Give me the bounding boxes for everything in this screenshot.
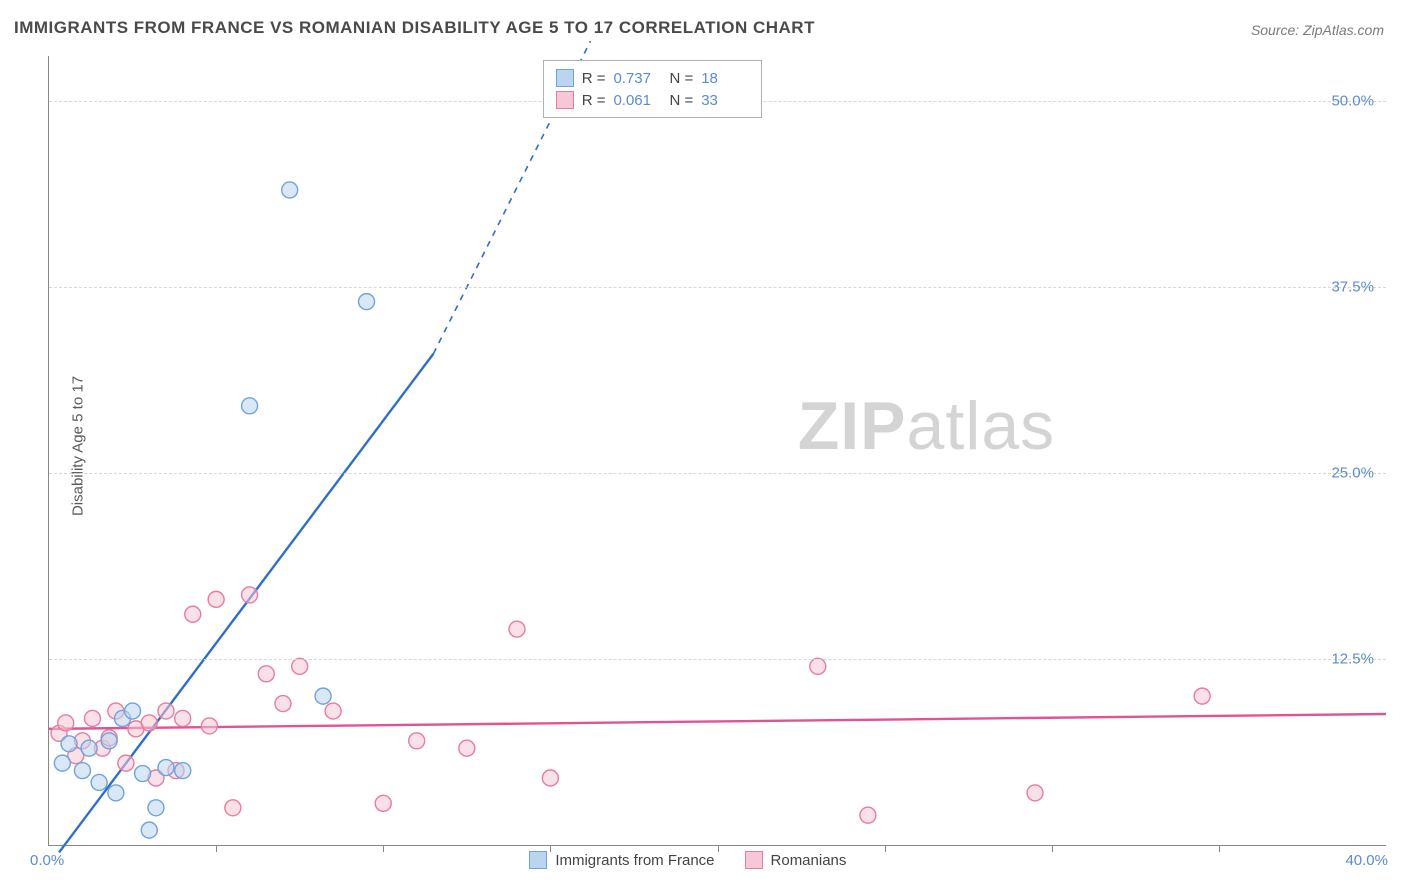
data-point [74, 763, 90, 779]
data-point [282, 182, 298, 198]
data-point [158, 760, 174, 776]
legend-swatch [529, 851, 547, 869]
stat-r-label: R = [582, 92, 606, 109]
correlation-legend: R = 0.737 N = 18 R = 0.061 N = 33 [543, 60, 763, 118]
legend-swatch [556, 91, 574, 109]
data-point [101, 733, 117, 749]
data-point [201, 718, 217, 734]
legend-row: R = 0.737 N = 18 [556, 67, 750, 89]
data-point [542, 770, 558, 786]
data-point [292, 658, 308, 674]
data-point [185, 606, 201, 622]
stat-r-value: 0.061 [613, 92, 661, 109]
data-point [58, 715, 74, 731]
y-tick-label: 25.0% [1331, 464, 1374, 481]
trend-line [49, 714, 1386, 729]
data-point [275, 696, 291, 712]
data-point [315, 688, 331, 704]
data-point [175, 763, 191, 779]
data-point [509, 621, 525, 637]
y-tick-label: 37.5% [1331, 278, 1374, 295]
chart-title: IMMIGRANTS FROM FRANCE VS ROMANIAN DISAB… [14, 18, 815, 38]
gridline [49, 287, 1386, 288]
stat-r-value: 0.737 [613, 70, 661, 87]
origin-label: 0.0% [30, 852, 64, 869]
data-point [61, 736, 77, 752]
legend-swatch [556, 69, 574, 87]
y-tick-label: 12.5% [1331, 650, 1374, 667]
x-tick [1052, 845, 1053, 852]
data-point [158, 703, 174, 719]
stat-n-value: 18 [701, 70, 749, 87]
data-point [175, 710, 191, 726]
data-point [91, 774, 107, 790]
data-point [258, 666, 274, 682]
legend-item: Romanians [745, 851, 847, 869]
x-max-label: 40.0% [1345, 852, 1388, 869]
data-point [225, 800, 241, 816]
gridline [49, 659, 1386, 660]
data-point [141, 715, 157, 731]
data-point [459, 740, 475, 756]
legend-row: R = 0.061 N = 33 [556, 89, 750, 111]
data-point [125, 703, 141, 719]
stat-r-label: R = [582, 70, 606, 87]
data-point [375, 795, 391, 811]
data-point [135, 766, 151, 782]
data-point [81, 740, 97, 756]
data-point [860, 807, 876, 823]
data-point [409, 733, 425, 749]
stat-n-value: 33 [701, 92, 749, 109]
legend-label: Romanians [771, 852, 847, 869]
data-point [108, 785, 124, 801]
data-point [242, 587, 258, 603]
gridline [49, 473, 1386, 474]
legend-item: Immigrants from France [529, 851, 714, 869]
x-tick [885, 845, 886, 852]
x-tick [1219, 845, 1220, 852]
legend-swatch [745, 851, 763, 869]
source-label: Source: ZipAtlas.com [1251, 22, 1384, 38]
data-point [118, 755, 134, 771]
data-point [208, 591, 224, 607]
data-point [54, 755, 70, 771]
stat-n-label: N = [669, 70, 693, 87]
data-point [148, 800, 164, 816]
data-point [141, 822, 157, 838]
x-tick [216, 845, 217, 852]
data-point [325, 703, 341, 719]
series-legend: Immigrants from France Romanians [529, 851, 846, 869]
data-point [810, 658, 826, 674]
data-point [1027, 785, 1043, 801]
stat-n-label: N = [669, 92, 693, 109]
chart-svg [49, 56, 1386, 845]
data-point [242, 398, 258, 414]
data-point [359, 294, 375, 310]
x-tick [383, 845, 384, 852]
y-tick-label: 50.0% [1331, 92, 1374, 109]
trend-line [59, 354, 433, 853]
data-point [84, 710, 100, 726]
legend-label: Immigrants from France [555, 852, 714, 869]
chart-plot-area: ZIPatlas 12.5%25.0%37.5%50.0% [48, 56, 1386, 846]
data-point [1194, 688, 1210, 704]
